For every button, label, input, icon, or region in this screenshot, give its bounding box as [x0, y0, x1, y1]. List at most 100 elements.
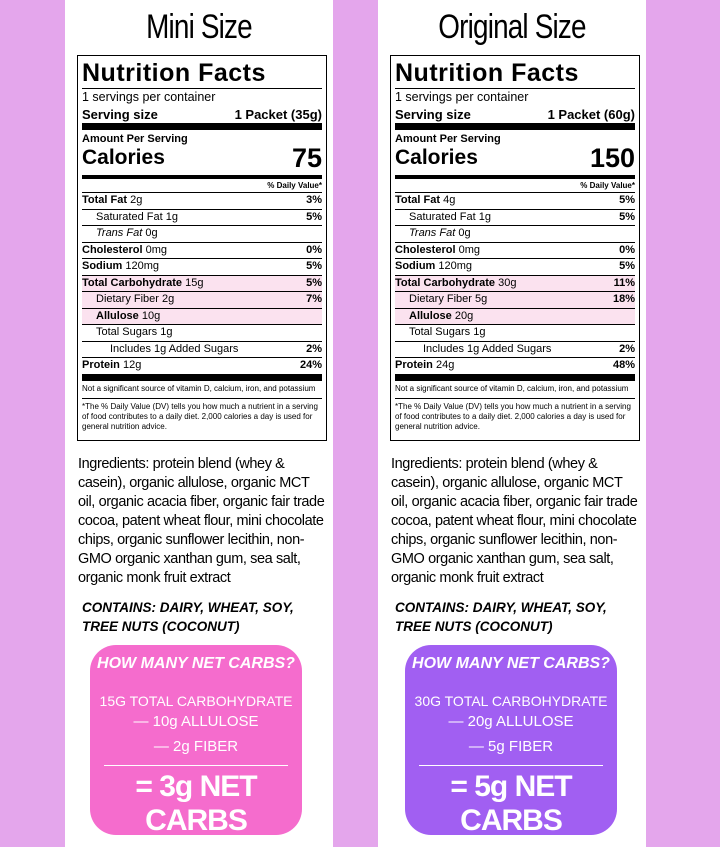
nutrient-amount: 5g [475, 293, 488, 305]
amount-per-serving: Amount Per Serving [82, 133, 188, 145]
nutrient-amount: 4g [443, 194, 456, 206]
footnote: *The % Daily Value (DV) tells you how mu… [82, 397, 322, 436]
nutrient-row: Sodium 120mg 5% [395, 258, 635, 275]
nutrient-name: Allulose [409, 309, 452, 322]
nutrient-row: Trans Fat 0g [82, 225, 322, 242]
calories-value: 75 [291, 143, 322, 173]
net-carbs-box: HOW MANY NET CARBS? 30G TOTAL CARBOHYDRAT… [405, 645, 617, 838]
net-question: HOW MANY NET CARBS? [412, 655, 610, 672]
divider [82, 175, 322, 179]
nutrient: Total Sugars 1g [82, 325, 172, 341]
contains: CONTAINS: DAIRY, WHEAT, SOY, TREE NUTS (… [395, 600, 607, 634]
nutrient-name: Saturated Fat [96, 210, 163, 223]
footnote: *The % Daily Value (DV) tells you how mu… [395, 397, 635, 436]
nutrient-dv: 24% [299, 359, 322, 371]
nutrient-name: Trans Fat [409, 227, 456, 239]
nutrient-dv: 5% [306, 276, 322, 289]
nutrient-name: Protein [82, 359, 120, 371]
nutrient-row: Trans Fat 0g [395, 225, 635, 242]
nutrient-name: Saturated Fat [409, 210, 476, 223]
nutrient-dv: 5% [619, 210, 635, 223]
nutrient-row: Protein 12g 24% [82, 357, 322, 374]
nutrient-amount: 12g [122, 359, 142, 371]
panel: Original Size Nutrition Facts 1 servings p… [378, 0, 646, 847]
nutrient-amount: 0mg [145, 243, 167, 256]
nutrient-dv: 3% [306, 194, 322, 206]
calories: Calories 150 [395, 145, 635, 172]
nutrient: Cholesterol 0mg [395, 243, 480, 259]
panel-title: Mini Size [146, 8, 253, 46]
nutrient-dv: 5% [306, 260, 322, 272]
nutrient: Trans Fat 0g [82, 226, 158, 242]
nutrient-dv: 18% [612, 293, 635, 305]
nutrient: Trans Fat 0g [395, 226, 471, 242]
nutrient-amount: 0mg [458, 243, 480, 256]
nutrient-name: Includes 1g Added Sugars [423, 342, 552, 355]
ingredients: Ingredients: protein blend (whey & casei… [391, 456, 638, 586]
servings: 1 servings per container [395, 88, 635, 106]
serving-size-value: 1 Packet (35g) [234, 107, 322, 122]
nutrient-amount: 1g [478, 210, 491, 223]
amount-per-serving: Amount Per Serving [395, 133, 501, 145]
nutrient-dv: 5% [619, 260, 635, 272]
nutrient-name: Total Sugars [409, 326, 471, 338]
nutrient-amount: 10g [141, 309, 161, 322]
net-result: = 5g NET CARBS [419, 765, 603, 838]
nutrient-amount: 1g [165, 210, 178, 223]
divider [82, 373, 322, 381]
nutrient: Allulose 10g [82, 309, 160, 325]
nutrient-name: Total Carbohydrate [395, 276, 496, 289]
nutrient: Saturated Fat 1g [395, 210, 491, 226]
divider [82, 123, 322, 130]
nutrient-dv: 5% [619, 194, 635, 206]
net-minus: — 20g ALLULOSE [448, 713, 574, 730]
nutrient-row: Total Fat 4g 5% [395, 192, 635, 209]
nutrient: Dietary Fiber 2g [82, 292, 174, 308]
nutrient-row: Total Carbohydrate 15g 5% [82, 274, 322, 291]
nutrient: Total Carbohydrate 30g [395, 276, 516, 292]
nutrient-name: Dietary Fiber [409, 293, 472, 305]
nutrient-amount: 15g [185, 276, 204, 289]
nutrient-name: Protein [395, 359, 433, 371]
nutrient: Includes 1g Added Sugars [395, 342, 551, 358]
nutrient-row: Cholesterol 0mg 0% [82, 241, 322, 259]
nutrient-row: Includes 1g Added Sugars 2% [395, 340, 635, 358]
nutrient-name: Dietary Fiber [96, 293, 159, 305]
nutrient: Total Fat 4g [395, 193, 455, 209]
panel: Mini Size Nutrition Facts 1 servings per c… [65, 0, 333, 847]
calories-label: Calories [395, 146, 478, 169]
nutrient-row: Total Sugars 1g [82, 324, 322, 341]
serving-size-value: 1 Packet (60g) [547, 107, 635, 122]
nutrient-row: Saturated Fat 1g 5% [82, 208, 322, 226]
nutrient-name: Total Sugars [96, 326, 158, 338]
nutrient: Sodium 120mg [395, 259, 472, 275]
nutrition-label: Nutrition Facts 1 servings per container S… [77, 55, 327, 441]
nutrient: Includes 1g Added Sugars [82, 342, 238, 358]
nutrient-amount: 0g [458, 227, 471, 239]
nutrient-amount: 2g [130, 194, 143, 206]
nutrient-dv: 5% [306, 210, 322, 223]
nutrient-name: Total Fat [395, 194, 441, 206]
serving-size-label: Serving size [395, 107, 471, 122]
nutrient-row: Dietary Fiber 5g 18% [395, 291, 635, 308]
nutrient-name: Includes 1g Added Sugars [110, 342, 239, 355]
nutrient: Saturated Fat 1g [82, 210, 178, 226]
nutrient-row: Allulose 10g [82, 307, 322, 325]
label-header: Nutrition Facts [82, 59, 266, 87]
nutrient: Total Fat 2g [82, 193, 142, 209]
nutrient-amount: 120mg [125, 260, 160, 272]
panel-title: Original Size [438, 8, 586, 46]
divider [395, 175, 635, 179]
ingredients: Ingredients: protein blend (whey & casei… [78, 456, 325, 586]
nutrient-dv: 11% [613, 276, 635, 289]
net-result: = 3g NET CARBS [104, 765, 288, 838]
nutrient: Protein 24g [395, 358, 454, 374]
nutrient-amount: 1g [473, 326, 486, 338]
servings: 1 servings per container [82, 88, 322, 106]
nutrient-name: Total Carbohydrate [82, 276, 183, 289]
nutrient-row: Cholesterol 0mg 0% [395, 241, 635, 259]
nutrient-row: Dietary Fiber 2g 7% [82, 291, 322, 308]
dv-header: % Daily Value* [580, 181, 635, 190]
nutrient-dv: 7% [306, 293, 322, 305]
